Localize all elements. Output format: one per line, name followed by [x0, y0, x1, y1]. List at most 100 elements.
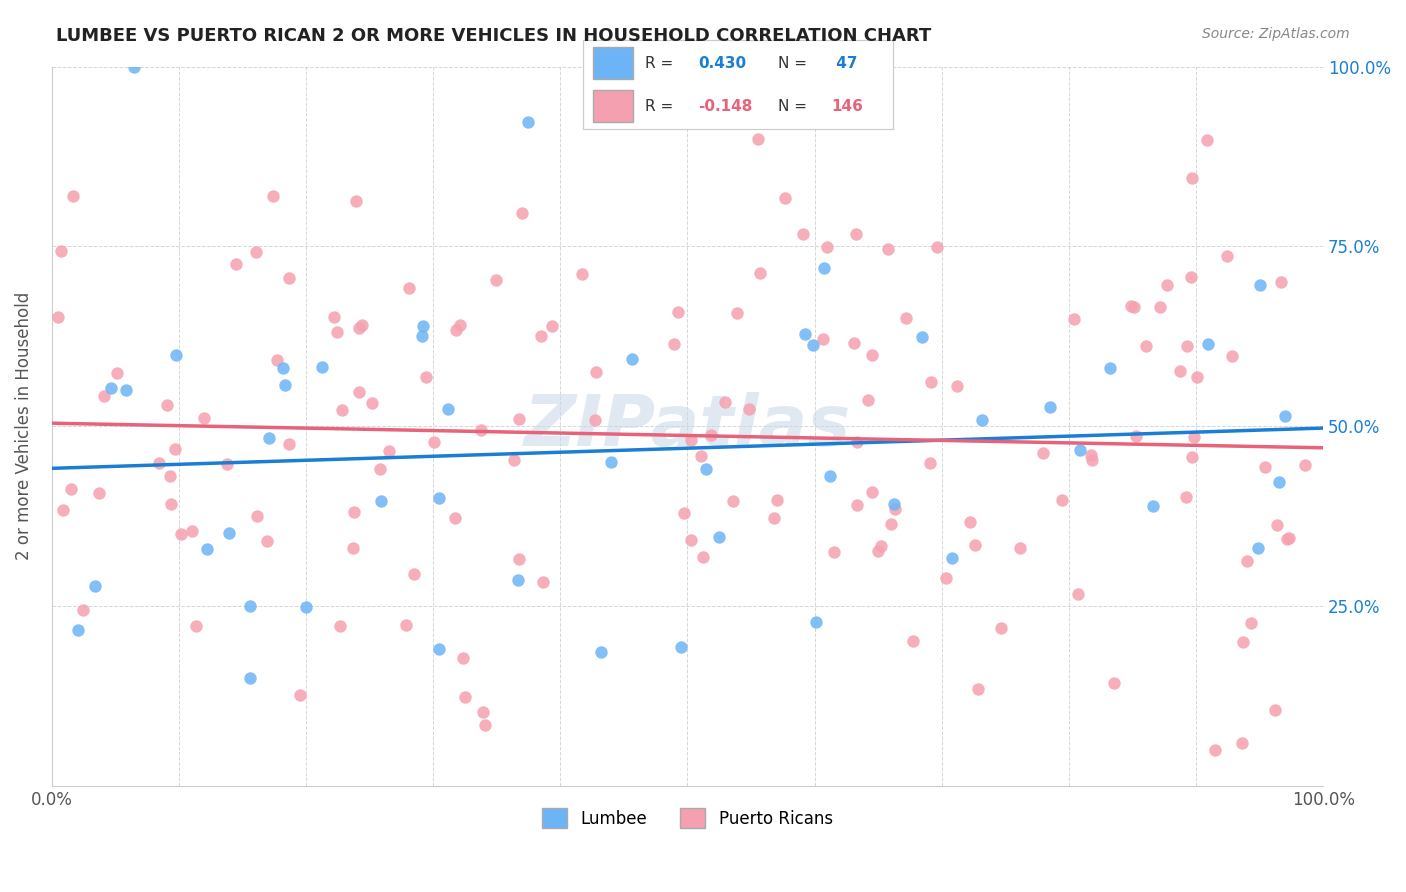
Point [512, 206, 534, 220]
Point [225, 257, 247, 271]
Point [66, 623, 89, 637]
Point [124, 60, 146, 74]
Point [344, 194, 367, 208]
Point [87, 486, 110, 500]
Point [1149, 300, 1171, 314]
Point [1102, 676, 1125, 690]
Point [1253, 460, 1275, 475]
Point [415, 369, 437, 384]
Point [1277, 533, 1299, 547]
Point [679, 533, 702, 548]
Point [349, 384, 371, 399]
Point [773, 191, 796, 205]
Point [160, 497, 183, 511]
Point [1052, 492, 1074, 507]
Point [239, 671, 262, 685]
Point [165, 348, 187, 362]
Point [474, 718, 496, 732]
Point [1274, 409, 1296, 423]
Point [184, 619, 207, 633]
Point [959, 516, 981, 530]
Point [342, 541, 364, 556]
Point [1156, 277, 1178, 292]
Point [49, 244, 72, 259]
Point [114, 384, 136, 398]
Point [811, 332, 834, 346]
Point [1197, 336, 1219, 351]
Point [516, 115, 538, 129]
Point [876, 242, 898, 256]
Point [1069, 442, 1091, 457]
Point [941, 550, 963, 565]
Point [444, 323, 467, 337]
Point [148, 456, 170, 470]
Point [1185, 370, 1208, 384]
Point [1182, 430, 1205, 444]
Point [343, 505, 366, 519]
Point [869, 539, 891, 553]
Point [323, 310, 346, 324]
Point [330, 403, 353, 417]
Point [1125, 429, 1147, 443]
Text: -0.148: -0.148 [697, 99, 752, 113]
Point [245, 245, 267, 260]
Point [738, 401, 761, 416]
Point [815, 240, 838, 254]
Point [93, 389, 115, 403]
Point [763, 511, 786, 525]
Point [278, 436, 301, 450]
Text: R =: R = [645, 99, 679, 113]
Point [845, 227, 868, 241]
Point [506, 573, 529, 587]
Point [662, 337, 685, 351]
Point [530, 329, 553, 343]
Point [896, 310, 918, 325]
Point [239, 599, 262, 614]
Point [100, 381, 122, 395]
Point [195, 542, 218, 557]
Point [823, 545, 845, 559]
Point [1204, 743, 1226, 757]
Point [1294, 458, 1316, 472]
Point [883, 497, 905, 511]
Legend: Lumbee, Puerto Ricans: Lumbee, Puerto Ricans [536, 801, 839, 835]
Point [454, 690, 477, 704]
Point [707, 530, 730, 544]
Point [72, 603, 94, 617]
Point [860, 348, 883, 362]
Point [451, 650, 474, 665]
Point [1216, 249, 1239, 263]
Point [411, 329, 433, 343]
Text: LUMBEE VS PUERTO RICAN 2 OR MORE VEHICLES IN HOUSEHOLD CORRELATION CHART: LUMBEE VS PUERTO RICAN 2 OR MORE VEHICLE… [56, 27, 932, 45]
Point [180, 524, 202, 539]
Point [884, 501, 907, 516]
Point [533, 574, 555, 589]
Point [218, 525, 240, 540]
Point [402, 567, 425, 582]
Point [540, 318, 562, 333]
Point [326, 325, 349, 339]
Point [378, 443, 401, 458]
Point [1239, 615, 1261, 630]
Point [485, 272, 508, 286]
Text: 146: 146 [831, 99, 863, 113]
Point [427, 641, 450, 656]
Point [60, 482, 83, 496]
Point [159, 469, 181, 483]
Point [1270, 275, 1292, 289]
Point [1232, 635, 1254, 649]
Point [690, 449, 713, 463]
Point [46, 310, 69, 325]
Point [215, 457, 238, 471]
Point [765, 492, 787, 507]
Point [671, 640, 693, 654]
Point [1081, 453, 1104, 467]
Point [1220, 349, 1243, 363]
Text: N =: N = [779, 56, 813, 70]
Point [503, 452, 526, 467]
Point [792, 227, 814, 241]
Point [1230, 736, 1253, 750]
Point [866, 544, 889, 558]
Point [583, 413, 606, 427]
Point [1278, 531, 1301, 545]
